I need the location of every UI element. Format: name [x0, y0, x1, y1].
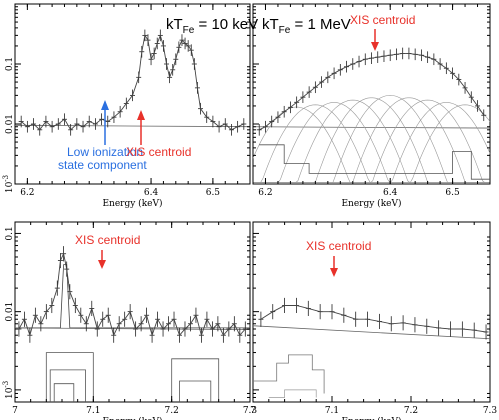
tl-xis-arrow	[137, 110, 145, 145]
component-histogram	[53, 383, 75, 402]
x-axis-label: Energy (keV)	[102, 416, 162, 420]
x-axis-label: Energy (keV)	[341, 416, 401, 420]
panel-frame-bottom-right	[252, 221, 491, 403]
component-histogram	[171, 358, 220, 402]
x-tick-label: 7	[250, 406, 256, 416]
tl-low-ion-arrow	[101, 100, 109, 145]
y-tick-label: 0.1	[5, 226, 15, 240]
x-tick-label: 7.2	[165, 406, 179, 416]
component-gaussian	[253, 99, 490, 183]
tl-xis-label: XIS centroid	[126, 145, 191, 159]
x-tick-label: 7.2	[404, 406, 418, 416]
x-axis-label: Energy (keV)	[341, 198, 401, 209]
x-tick-label: 7.3	[483, 406, 498, 416]
continuum-model-line	[252, 126, 491, 129]
tr-xis-label: XIS centroid	[350, 13, 415, 27]
component-gaussian	[253, 102, 490, 183]
component-histogram	[45, 352, 94, 402]
component-gaussian	[253, 99, 490, 183]
y-tick-label: 0.01	[5, 302, 15, 322]
component-step	[259, 144, 490, 180]
tl-low-ion-line2: state component	[58, 158, 147, 172]
y-tick-label: 10-3	[2, 381, 15, 399]
tl-kt-label: kTFe = 10 keV	[166, 16, 258, 36]
tr-xis-arrow	[371, 29, 379, 51]
x-tick-label: 6.5	[206, 188, 221, 198]
data-series-line	[20, 33, 244, 131]
y-tick-label: 10-3	[2, 175, 15, 193]
x-tick-label: 6.2	[258, 188, 272, 198]
x-tick-label: 6.4	[144, 188, 159, 198]
bl-xis-label: XIS centroid	[75, 233, 140, 247]
data-series-line	[260, 305, 487, 333]
x-tick-label: 7.1	[325, 406, 339, 416]
component-gaussian	[252, 106, 490, 183]
y-tick-label: 0.01	[5, 114, 15, 134]
component-step	[253, 354, 325, 394]
x-tick-label: 7.3	[243, 406, 258, 416]
line-model-step	[18, 264, 250, 329]
x-axis-label: Energy (keV)	[102, 198, 162, 209]
x-tick-label: 7.1	[86, 406, 100, 416]
bl-xis-arrow	[98, 250, 106, 269]
panel-frame-top-right	[252, 3, 491, 185]
component-step	[268, 389, 317, 398]
continuum-model-line	[252, 325, 491, 340]
component-gaussian	[253, 102, 491, 183]
br-xis-label: XIS centroid	[306, 239, 371, 253]
tl-low-ion-line1: Low ionization	[67, 145, 143, 159]
component-histogram	[49, 369, 86, 402]
data-series-line	[18, 252, 246, 337]
tr-kt-label: kTFe = 1 MeV	[262, 16, 351, 36]
x-tick-label: 7	[12, 406, 18, 416]
x-tick-label: 6.4	[383, 188, 398, 198]
component-histogram	[179, 380, 212, 402]
x-tick-label: 6.5	[445, 188, 460, 198]
component-gaussian	[253, 104, 491, 183]
panel-frame-top-left	[14, 3, 251, 185]
component-gaussian	[253, 104, 490, 183]
br-xis-arrow	[330, 256, 338, 277]
x-tick-label: 6.2	[20, 188, 34, 198]
y-tick-label: 0.1	[5, 57, 15, 71]
data-series-line	[259, 52, 485, 131]
